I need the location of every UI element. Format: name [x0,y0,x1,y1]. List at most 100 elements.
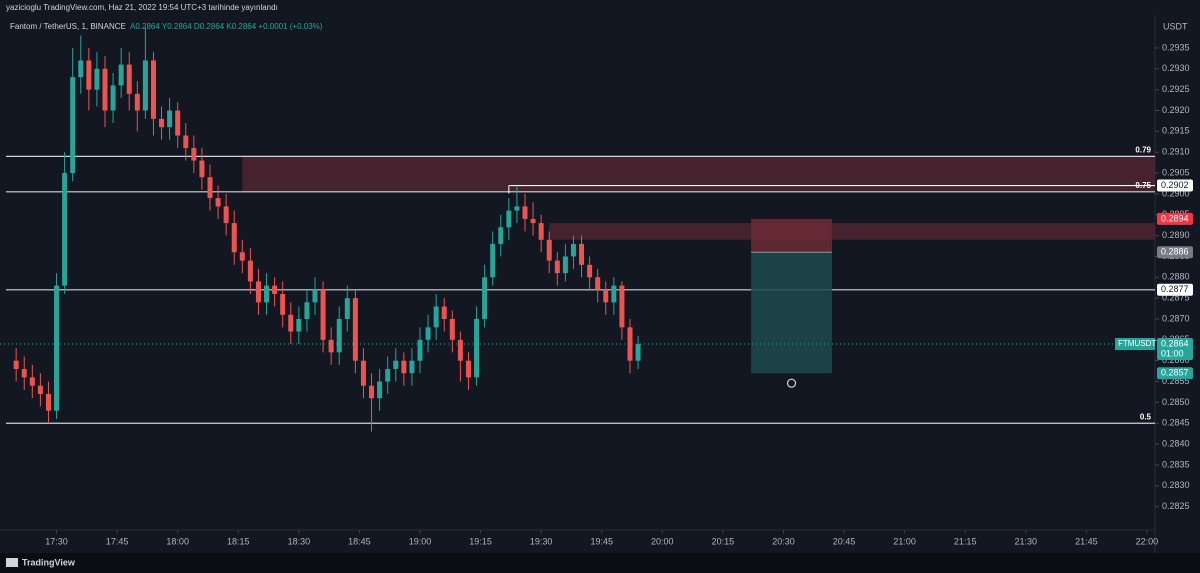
y-tick-label: 0.2880 [1162,272,1190,282]
x-tick-label: 17:45 [106,536,129,546]
candle-body [280,293,286,315]
candle-body [247,260,253,282]
candle-body [344,298,350,319]
x-tick-label: 18:15 [227,536,250,546]
candle-body [288,314,294,332]
candle-body [312,289,318,303]
chart-title: Fantom / TetherUS, 1, BINANCE [10,22,126,31]
y-tick-label: 0.2890 [1162,230,1190,240]
x-tick-label: 20:45 [833,536,856,546]
price-badge-label: 0.2886 [1161,247,1189,257]
candle-body [498,227,504,244]
x-tick-label: 21:15 [954,536,977,546]
y-tick-label: 0.2840 [1162,438,1190,448]
x-tick-label: 19:15 [469,536,492,546]
candle-body [619,285,625,328]
zone [549,223,1155,240]
candle-body [21,369,27,378]
y-tick-label: 0.2855 [1162,376,1190,386]
candle-body [506,210,512,228]
y-tick-label: 0.2845 [1162,418,1190,428]
y-tick-label: 0.2930 [1162,63,1190,73]
candle-body [377,381,383,399]
candle-body [94,68,100,90]
candle-body [401,360,407,374]
candle-body [296,318,302,332]
candle-body [134,93,140,111]
candle-body [546,239,552,261]
x-tick-label: 21:00 [893,536,916,546]
candle-body [352,298,358,361]
x-tick-label: 19:45 [590,536,613,546]
price-badge-label: 0.2902 [1161,180,1189,190]
candle-body [86,60,92,90]
candle-body [62,173,68,286]
candle-body [441,306,447,319]
y-tick-label: 0.2830 [1162,480,1190,490]
countdown: 01:00 [1161,348,1184,358]
candle-body [118,64,124,86]
candle-body [417,339,423,361]
x-tick-label: 20:30 [772,536,795,546]
candle-body [409,360,415,374]
candle-body [482,277,488,319]
candle-body [37,385,43,395]
candle-body [393,360,399,370]
price-badge-label: 0.2894 [1161,213,1189,223]
price-badge-label: 0.2857 [1161,368,1189,378]
candle-body [255,281,261,303]
candle-body [457,339,463,361]
y-tick-label: 0.2905 [1162,167,1190,177]
candle-body [474,318,480,378]
candle-body [239,252,245,261]
candle-body [627,327,633,361]
candle-body [167,110,173,128]
candle-body [587,264,593,278]
x-tick-label: 21:30 [1015,536,1038,546]
unit: USDT [1163,21,1188,31]
logo [6,558,18,567]
candle-body [304,302,310,319]
candle-body [13,360,19,370]
candle-body [328,339,334,353]
y-tick-label: 0.2925 [1162,84,1190,94]
x-tick-label: 20:15 [712,536,735,546]
candle-body [102,68,108,111]
x-tick-label: 18:30 [288,536,311,546]
candle-body [126,64,132,94]
candle-body [385,369,391,382]
check-icon [786,378,797,388]
candle-body [183,135,189,149]
target-zone [751,252,832,374]
candle-body [570,243,576,257]
candle-body [562,256,568,274]
candle-body [223,206,229,224]
fib-level-label: 0.79 [1135,145,1151,154]
candle-body [45,394,51,411]
candle-body [191,148,197,161]
x-tick-label: 18:45 [348,536,371,546]
candle-body [433,306,439,328]
x-tick-label: 19:30 [530,536,553,546]
price-badge [1157,179,1193,192]
y-tick-label: 0.2935 [1162,42,1190,52]
candle-body [425,327,431,340]
candle-body [530,218,536,224]
y-tick-label: 0.2825 [1162,501,1190,511]
symbol-badge [1115,338,1155,351]
y-tick-label: 0.2900 [1162,188,1190,198]
ohlc-legend: A0.2864 Y0.2864 D0.2864 K0.2864 +0.0001 … [130,22,323,31]
candle-body [29,377,35,386]
x-tick-label: 18:00 [166,536,189,546]
candle-body [603,289,609,303]
candle-body [320,289,326,340]
candle-body [272,285,278,294]
fib-level-label: 0.5 [1140,412,1152,421]
price-badge-label: 0.2877 [1161,284,1189,294]
candle-body [336,318,342,353]
y-tick-label: 0.2875 [1162,293,1190,303]
candle-body [264,285,270,303]
zone [242,156,1156,192]
